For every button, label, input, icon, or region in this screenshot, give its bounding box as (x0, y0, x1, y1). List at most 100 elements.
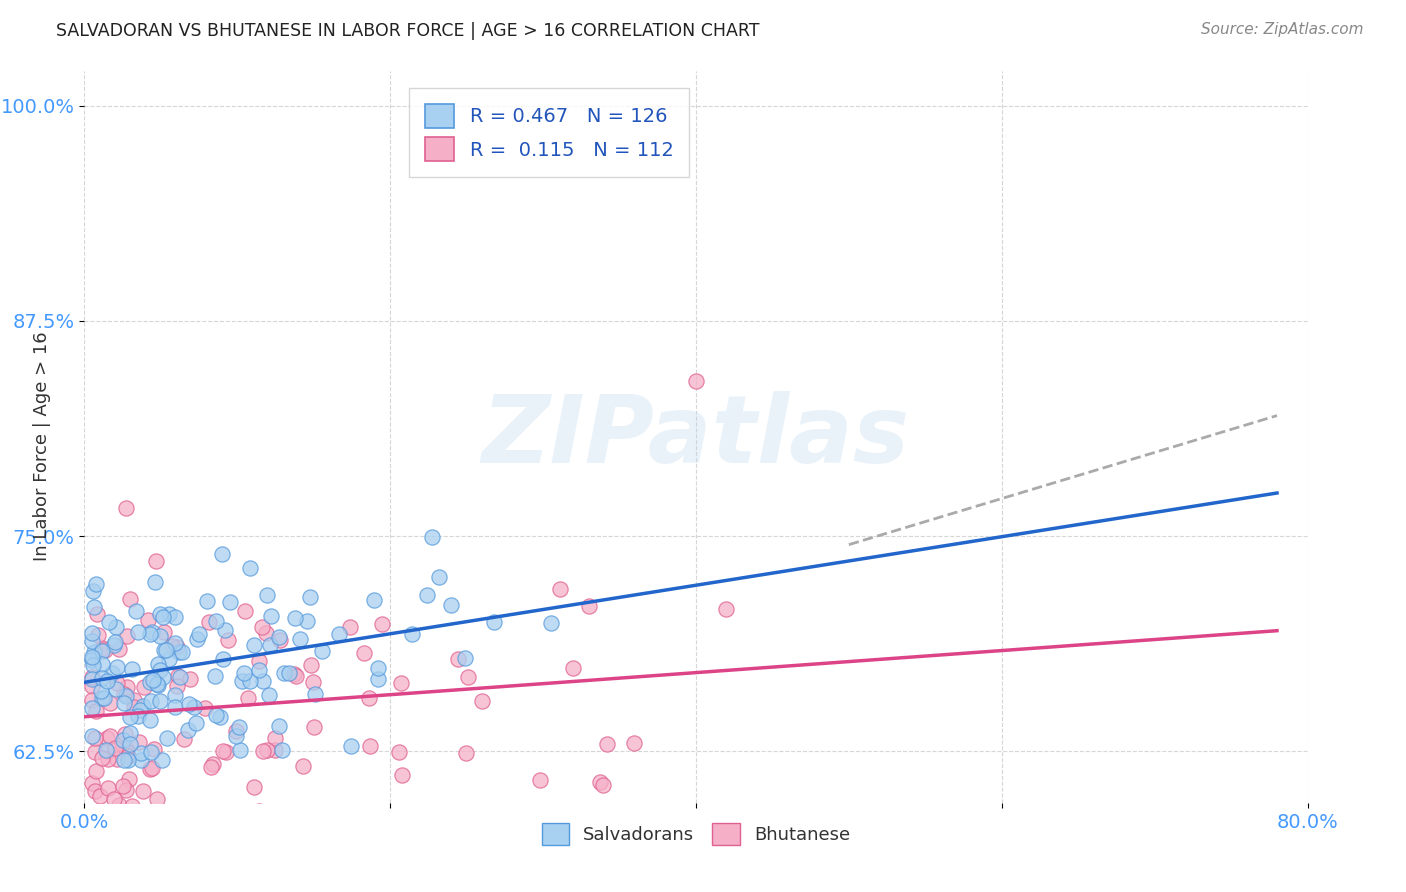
Point (127, 624, 149, 639)
Point (80, 679, 103, 693)
Point (129, 703, 152, 717)
Point (229, 743, 252, 757)
Point (80, 701, 103, 715)
Text: SALVADORAN VS BHUTANESE IN LABOR FORCE | AGE > 16 CORRELATION CHART: SALVADORAN VS BHUTANESE IN LABOR FORCE |… (56, 22, 759, 40)
Point (105, 681, 128, 696)
Point (103, 791, 125, 805)
Point (259, 638, 281, 652)
Point (561, 661, 583, 675)
Point (87, 628, 110, 642)
Point (90, 684, 112, 698)
Point (252, 674, 274, 689)
Point (83, 645, 105, 659)
Point (285, 669, 308, 683)
Point (212, 652, 235, 666)
Point (283, 667, 305, 681)
Point (104, 741, 127, 756)
Point (101, 666, 124, 681)
Point (80, 653, 103, 667)
Point (90, 640, 112, 655)
Point (118, 592, 141, 607)
Point (84, 577, 107, 591)
Point (186, 632, 208, 647)
Point (263, 743, 285, 757)
Point (86, 704, 108, 718)
Point (367, 673, 389, 687)
Point (173, 731, 195, 746)
Point (127, 709, 149, 723)
Point (256, 588, 278, 602)
Point (141, 745, 163, 759)
Point (91, 657, 114, 671)
Point (311, 644, 333, 658)
Point (427, 570, 450, 584)
Point (131, 753, 153, 767)
Point (105, 660, 128, 674)
Point (685, 374, 707, 388)
Point (105, 675, 128, 690)
Point (149, 694, 172, 708)
Point (440, 599, 463, 613)
Point (93, 690, 115, 705)
Point (529, 773, 551, 788)
Point (278, 665, 301, 680)
Point (288, 632, 311, 646)
Point (90, 643, 112, 657)
Point (152, 643, 174, 657)
Point (217, 633, 239, 648)
Point (211, 547, 233, 561)
Point (578, 599, 600, 613)
Point (98, 729, 121, 743)
Point (166, 640, 188, 655)
Point (202, 757, 225, 772)
Point (80, 730, 103, 744)
Point (152, 610, 174, 624)
Point (112, 780, 135, 794)
Point (80, 775, 103, 789)
Point (91, 751, 114, 765)
Point (142, 742, 165, 756)
Point (165, 636, 187, 650)
Point (90, 672, 112, 686)
Point (136, 613, 159, 627)
Point (146, 792, 169, 806)
Point (256, 742, 278, 756)
Point (149, 607, 172, 622)
Point (329, 813, 352, 827)
Point (94, 643, 117, 657)
Point (273, 665, 295, 680)
Point (157, 607, 180, 622)
Point (298, 590, 321, 604)
Point (115, 689, 138, 703)
Point (134, 681, 156, 695)
Point (328, 627, 350, 641)
Point (231, 813, 253, 827)
Point (145, 554, 167, 568)
Point (105, 752, 128, 766)
Point (401, 627, 423, 641)
Point (114, 501, 136, 516)
Point (125, 604, 148, 618)
Point (208, 709, 231, 723)
Point (167, 645, 190, 659)
Point (155, 642, 177, 657)
Point (225, 729, 247, 743)
Point (96, 744, 118, 758)
Point (179, 672, 201, 686)
Point (186, 716, 208, 731)
Point (96, 742, 118, 756)
Point (112, 753, 135, 767)
Point (177, 697, 200, 711)
Point (160, 639, 183, 653)
Point (357, 691, 380, 706)
Point (114, 744, 136, 758)
Point (204, 669, 226, 683)
Point (239, 560, 262, 574)
Point (138, 762, 160, 776)
Point (141, 761, 163, 775)
Point (239, 673, 262, 688)
Point (367, 660, 389, 674)
Point (484, 615, 506, 629)
Point (252, 744, 274, 758)
Point (80, 813, 103, 827)
